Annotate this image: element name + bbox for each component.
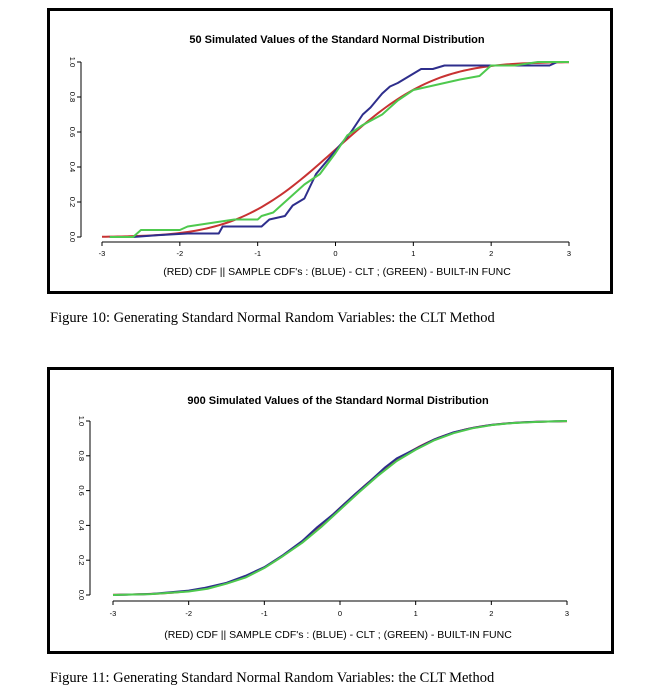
y-tick-label: 0.4 <box>77 520 86 530</box>
y-tick-label: 0.8 <box>77 451 86 461</box>
x-tick-label: -2 <box>185 609 192 618</box>
figure-10-plot: 50 Simulated Values of the Standard Norm… <box>68 34 571 278</box>
x-tick-label: -3 <box>110 609 117 618</box>
y-tick-label: 1.0 <box>77 416 86 426</box>
x-axis-label: (RED) CDF || SAMPLE CDF's : (BLUE) - CLT… <box>163 266 511 278</box>
clt-sample-cdf-line <box>109 61 558 238</box>
figure-11-chart: 900 Simulated Values of the Standard Nor… <box>47 367 614 654</box>
y-tick-label: 0.6 <box>77 485 86 495</box>
figure-10-chart: 50 Simulated Values of the Standard Norm… <box>47 8 613 294</box>
x-tick-label: 3 <box>565 609 569 618</box>
builtin-sample-cdf-line <box>112 420 568 596</box>
y-tick-label: 0.4 <box>68 162 77 172</box>
x-axis-label: (RED) CDF || SAMPLE CDF's : (BLUE) - CLT… <box>164 629 512 641</box>
figure-10-caption: Figure 10: Generating Standard Normal Ra… <box>50 310 495 326</box>
x-tick-label: 2 <box>489 609 493 618</box>
x-tick-label: -1 <box>261 609 268 618</box>
x-tick-label: 0 <box>333 249 337 258</box>
x-tick-label: 1 <box>414 609 418 618</box>
y-tick-label: 0.2 <box>68 197 77 207</box>
x-tick-label: 1 <box>411 249 415 258</box>
y-tick-label: 0.2 <box>77 555 86 565</box>
clt-sample-cdf-line <box>112 420 568 596</box>
x-tick-label: 3 <box>567 249 571 258</box>
y-tick-label: 1.0 <box>68 57 77 67</box>
figure-11-plot: 900 Simulated Values of the Standard Nor… <box>77 395 569 641</box>
y-tick-label: 0.0 <box>77 590 86 600</box>
y-tick-label: 0.0 <box>68 232 77 242</box>
figure-11-caption: Figure 11: Generating Standard Normal Ra… <box>50 670 495 686</box>
x-tick-label: -1 <box>254 249 261 258</box>
chart-title: 50 Simulated Values of the Standard Norm… <box>189 34 485 46</box>
chart-title: 900 Simulated Values of the Standard Nor… <box>187 395 489 407</box>
x-tick-label: -2 <box>176 249 183 258</box>
x-tick-label: 0 <box>338 609 342 618</box>
x-tick-label: -3 <box>99 249 106 258</box>
y-tick-label: 0.6 <box>68 127 77 137</box>
y-tick-label: 0.8 <box>68 92 77 102</box>
builtin-sample-cdf-line <box>109 61 569 238</box>
x-tick-label: 2 <box>489 249 493 258</box>
